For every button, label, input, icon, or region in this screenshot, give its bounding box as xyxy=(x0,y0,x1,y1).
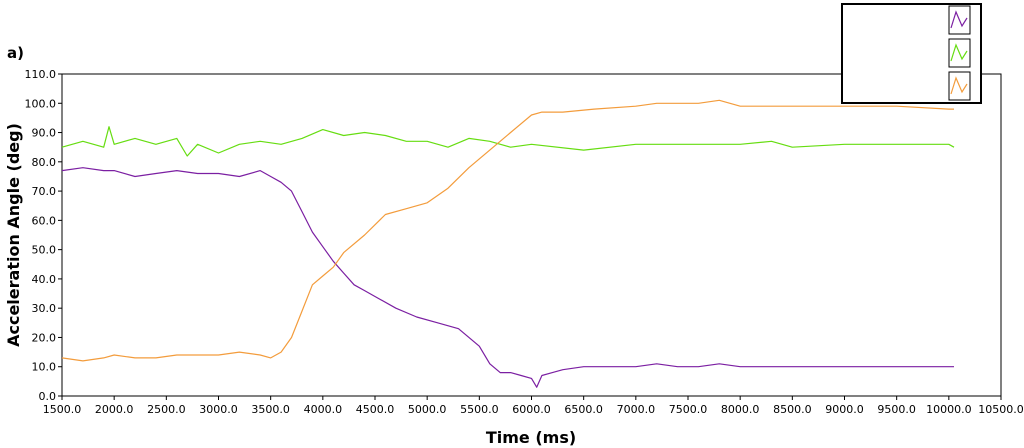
legend xyxy=(841,3,982,104)
series-line-1 xyxy=(61,167,954,388)
y-tick-label: 80.0 xyxy=(32,156,57,169)
y-tick-label: 20.0 xyxy=(32,331,57,344)
y-tick-label: 30.0 xyxy=(32,302,57,315)
y-tick-label: 110.0 xyxy=(25,68,57,81)
legend-swatch-line-1 xyxy=(950,10,968,29)
y-tick-label: 100.0 xyxy=(25,97,57,110)
x-tick-label: 10500.0 xyxy=(978,403,1024,416)
y-tick-label: 0.0 xyxy=(39,390,57,403)
x-tick-label: 6000.0 xyxy=(512,403,551,416)
x-tick-label: 1500.0 xyxy=(43,403,82,416)
y-tick-label: 70.0 xyxy=(32,185,57,198)
x-tick-label: 7000.0 xyxy=(617,403,656,416)
legend-swatches xyxy=(948,5,971,101)
x-tick-label: 2000.0 xyxy=(95,403,134,416)
x-tick-label: 4000.0 xyxy=(304,403,343,416)
plot-area xyxy=(61,73,1002,397)
x-tick-label: 8000.0 xyxy=(721,403,760,416)
x-tick-label: 5500.0 xyxy=(460,403,499,416)
x-tick-label: 3000.0 xyxy=(199,403,238,416)
legend-swatch-line-2 xyxy=(950,43,968,62)
x-tick-label: 8500.0 xyxy=(773,403,812,416)
y-tick-label: 90.0 xyxy=(32,127,57,140)
y-tick-label: 60.0 xyxy=(32,214,57,227)
series-layer xyxy=(61,99,955,388)
y-tick-label: 40.0 xyxy=(32,273,57,286)
x-tick-label: 4500.0 xyxy=(356,403,395,416)
x-tick-label: 9000.0 xyxy=(825,403,864,416)
series-line-2 xyxy=(61,126,955,157)
y-tick-label: 50.0 xyxy=(32,244,57,257)
series-line-3 xyxy=(61,99,954,362)
y-tick-label: 10.0 xyxy=(32,361,57,374)
x-tick-label: 9500.0 xyxy=(877,403,916,416)
x-tick-label: 7500.0 xyxy=(669,403,708,416)
panel-label: a) xyxy=(7,44,24,62)
x-axis-label: Time (ms) xyxy=(486,428,576,447)
x-axis-ticks: 1500.0 2000.0 2500.0 3000.0 3500.0 4000.0 4500… xyxy=(43,396,1024,416)
legend-swatch-line-3 xyxy=(950,76,968,95)
x-tick-label: 10000.0 xyxy=(926,403,972,416)
x-tick-label: 6500.0 xyxy=(564,403,603,416)
plot-frame xyxy=(61,73,1002,397)
x-tick-label: 3500.0 xyxy=(251,403,290,416)
y-axis-label: Acceleration Angle (deg) xyxy=(4,123,23,347)
y-axis-ticks: 0.0 10.0 20.0 30.0 40.0 50.0 60.0 70.0 80.0 90.0 1… xyxy=(25,68,62,403)
x-tick-label: 5000.0 xyxy=(408,403,447,416)
x-tick-label: 2500.0 xyxy=(147,403,186,416)
